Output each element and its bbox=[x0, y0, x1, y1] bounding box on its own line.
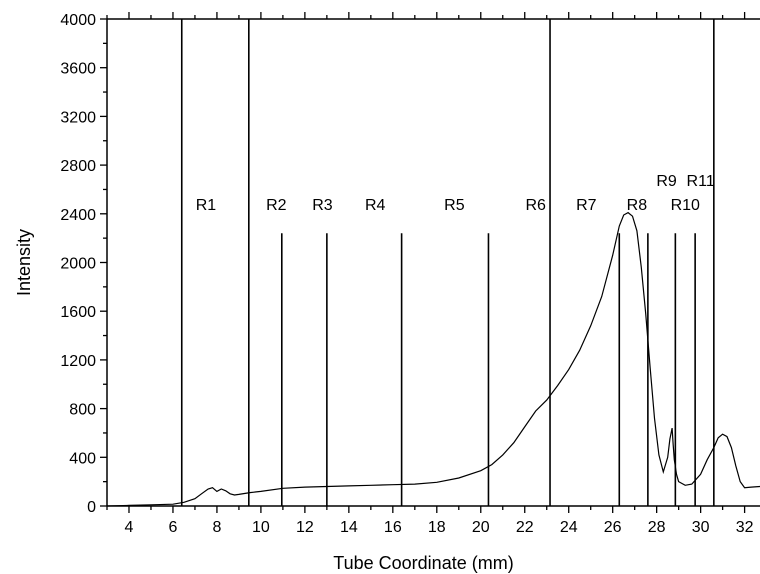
y-tick-label: 400 bbox=[69, 450, 96, 467]
region-label-r4: R4 bbox=[365, 197, 386, 214]
y-tick-label: 800 bbox=[69, 402, 96, 419]
x-tick-label: 16 bbox=[384, 519, 402, 536]
y-tick-label: 0 bbox=[87, 499, 96, 516]
y-tick-label: 3600 bbox=[60, 61, 96, 78]
intensity-curve bbox=[106, 211, 760, 507]
y-tick-label: 1200 bbox=[60, 353, 96, 370]
x-tick-label: 28 bbox=[648, 519, 666, 536]
plot-area: R1 R2 R3 R4 R5 R6 R7 R8 R9 R10 R11 bbox=[106, 19, 760, 507]
region-label-r11: R11 bbox=[687, 173, 715, 190]
region-label-r5: R5 bbox=[444, 197, 465, 214]
x-tick-label: 18 bbox=[428, 519, 446, 536]
x-tick-label: 32 bbox=[736, 519, 754, 536]
x-tick-label: 10 bbox=[252, 519, 270, 536]
y-axis-title: Intensity bbox=[14, 229, 34, 296]
region-label-r3: R3 bbox=[312, 197, 333, 214]
y-tick-label: 1600 bbox=[60, 304, 96, 321]
x-tick-label: 24 bbox=[560, 519, 578, 536]
x-tick-label: 12 bbox=[296, 519, 314, 536]
region-label-r1: R1 bbox=[196, 197, 217, 214]
y-tick-label: 3200 bbox=[60, 109, 96, 126]
y-tick-label: 2800 bbox=[60, 158, 96, 175]
x-tick-label: 26 bbox=[604, 519, 622, 536]
x-axis-title: Tube Coordinate (mm) bbox=[333, 553, 513, 573]
y-tick-label: 2400 bbox=[60, 207, 96, 224]
x-tick-label: 4 bbox=[125, 519, 134, 536]
region-label-r10: R10 bbox=[671, 197, 700, 214]
region-label-r2: R2 bbox=[266, 197, 287, 214]
region-label-r9: R9 bbox=[656, 173, 677, 190]
x-tick-label: 22 bbox=[516, 519, 534, 536]
region-label-r7: R7 bbox=[576, 197, 597, 214]
x-tick-label: 8 bbox=[212, 519, 221, 536]
region-label-r8: R8 bbox=[627, 197, 648, 214]
x-tick-label: 20 bbox=[472, 519, 490, 536]
x-tick-label: 6 bbox=[169, 519, 178, 536]
x-tick-label: 14 bbox=[340, 519, 358, 536]
region-label-r6: R6 bbox=[526, 197, 547, 214]
axes: 4 6 8 10 12 14 16 18 20 22 24 26 28 30 32 0 400 800 1200 16… bbox=[60, 12, 760, 536]
y-tick-label: 4000 bbox=[60, 12, 96, 29]
y-tick-label: 2000 bbox=[60, 256, 96, 273]
x-tick-label: 30 bbox=[692, 519, 710, 536]
